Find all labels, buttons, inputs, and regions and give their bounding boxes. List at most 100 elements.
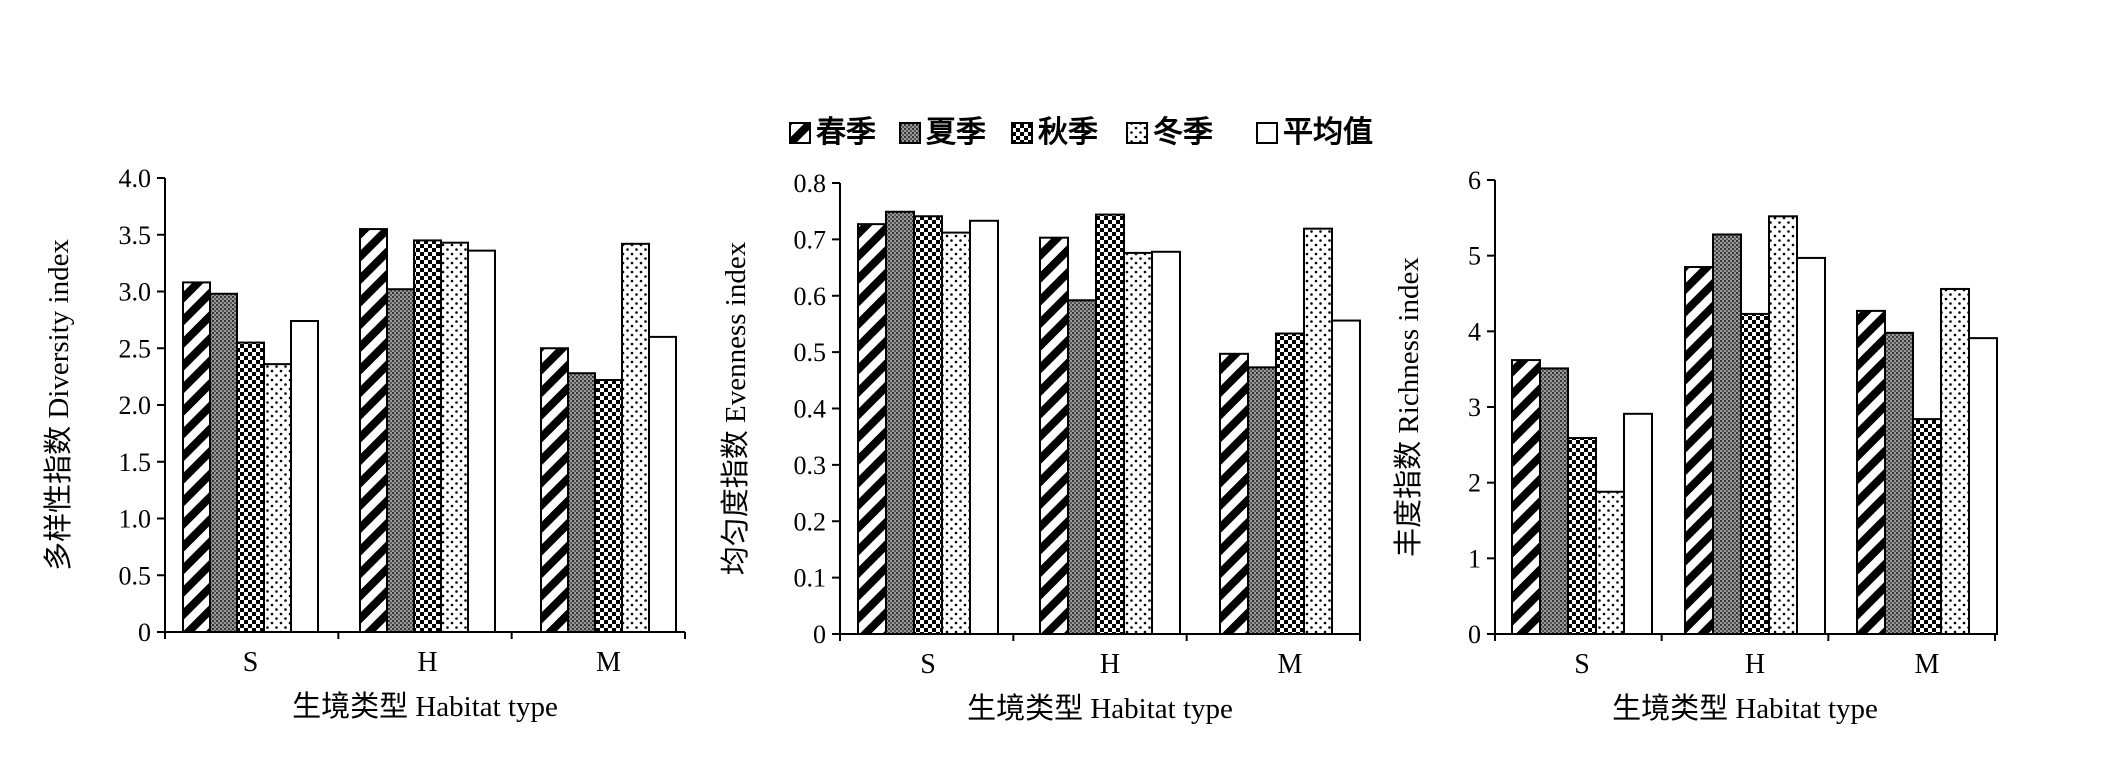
bar-H-mean: [1151, 250, 1181, 635]
legend-label-winter: 冬季: [1153, 116, 1213, 149]
bar-H-autumn: [413, 239, 442, 634]
bar-S-summer: [885, 210, 915, 635]
bar-H-mean: [1796, 256, 1826, 635]
legend-swatch-autumn: [1011, 122, 1033, 144]
bar-S-autumn: [1567, 437, 1597, 636]
legend-item-mean: 平均值: [1256, 116, 1373, 149]
bar-M-autumn: [1912, 418, 1942, 635]
legend-swatch-winter: [1126, 122, 1148, 144]
y-tick-label: 0.7: [794, 225, 827, 254]
x-category-label: H: [1100, 649, 1120, 680]
x-category-label: M: [596, 647, 621, 678]
bar-H-spring: [1684, 266, 1714, 635]
bar-M-mean: [1968, 337, 1998, 635]
y-tick-label: 5: [1468, 242, 1481, 271]
bar-H-winter: [1123, 251, 1153, 635]
bar-S-mean: [290, 320, 319, 633]
bar-M-summer: [567, 372, 596, 633]
y-tick-label: 1: [1468, 544, 1481, 573]
y-tick-label: 0: [1468, 620, 1481, 649]
y-tick-label: 3.5: [119, 221, 152, 250]
legend-label-mean: 平均值: [1283, 116, 1373, 149]
y-tick-label: 0.5: [119, 561, 152, 590]
y-tick-label: 0.1: [794, 564, 827, 593]
x-category-label: H: [417, 647, 437, 678]
bar-M-autumn: [594, 379, 623, 633]
bar-M-winter: [1303, 227, 1333, 635]
bar-H-autumn: [1095, 213, 1125, 635]
x-axis-title: 生境类型 Habitat type: [1612, 692, 1878, 725]
y-tick-label: 1.5: [119, 448, 152, 477]
chart-panel-1: 0 0.5 1.0 1.5 2.0 2.5 3.0 3.5 4.0 S H M 生境类型 Habitat…: [42, 164, 686, 723]
bar-M-spring: [540, 347, 569, 633]
y-tick-label: 2.0: [119, 391, 152, 420]
bar-H-winter: [1768, 215, 1798, 635]
bar-H-summer: [386, 288, 415, 633]
bar-S-winter: [263, 363, 292, 633]
x-category-label: S: [1574, 649, 1590, 680]
bar-M-spring: [1219, 352, 1249, 635]
bar-M-spring: [1856, 309, 1886, 635]
y-axis-title: 多样性指数 Diversity index: [42, 239, 75, 571]
y-tick-label: 0.6: [794, 282, 827, 311]
bar-S-spring: [857, 223, 887, 635]
bar-M-winter: [621, 242, 650, 634]
y-tick-label: 3.0: [119, 278, 152, 307]
y-tick-label: 0: [813, 620, 826, 649]
y-tick-label: 1.0: [119, 505, 152, 534]
bar-M-mean: [648, 335, 677, 633]
bar-H-summer: [1712, 233, 1742, 635]
y-tick-label: 0.5: [794, 338, 827, 367]
y-tick-label: 0.8: [794, 169, 827, 198]
bar-M-autumn: [1275, 332, 1305, 635]
x-category-label: S: [920, 649, 936, 680]
bar-M-mean: [1331, 319, 1361, 635]
bar-H-autumn: [1740, 312, 1770, 635]
y-tick-label: 0.3: [794, 451, 827, 480]
bar-H-spring: [359, 228, 388, 633]
legend-label-summer: 夏季: [926, 116, 986, 149]
y-tick-label: 4.0: [119, 164, 152, 193]
y-tick-label: 2: [1468, 469, 1481, 498]
y-axis-title: 丰度指数 Richness index: [1392, 257, 1425, 557]
bar-S-winter: [941, 231, 971, 636]
legend-swatch-spring: [789, 122, 811, 144]
y-axis-title: 均匀度指数 Evenness index: [719, 241, 752, 575]
x-category-label: S: [243, 647, 259, 678]
x-axis-title: 生境类型 Habitat type: [967, 692, 1233, 725]
bar-M-winter: [1940, 287, 1970, 635]
x-category-label: H: [1745, 649, 1765, 680]
legend-swatch-mean: [1256, 122, 1278, 144]
chart-panel-3: 0 1 2 3 4 5 6 S H M 生境类型 Habitat type 丰度指数 Richness…: [1392, 166, 1998, 725]
legend-swatch-summer: [899, 122, 921, 144]
bar-S-winter: [1595, 490, 1625, 635]
bar-M-summer: [1884, 331, 1914, 635]
y-tick-label: 0.4: [794, 395, 827, 424]
legend-item-spring: 春季: [789, 116, 876, 149]
y-tick-label: 0.2: [794, 507, 827, 536]
bar-S-autumn: [913, 215, 943, 635]
x-category-label: M: [1278, 649, 1303, 680]
bar-H-summer: [1067, 299, 1097, 635]
legend: 春季 夏季 秋季 冬季 平均值: [789, 116, 1373, 149]
bar-S-spring: [1511, 359, 1541, 635]
chart-panel-2: 0 0.1 0.2 0.3 0.4 0.5 0.6 0.7 0.8 S H M 生境类型 Habitat…: [719, 169, 1361, 725]
bar-S-mean: [1623, 412, 1653, 635]
bar-S-spring: [182, 281, 211, 633]
bar-S-summer: [1539, 367, 1569, 635]
y-tick-label: 2.5: [119, 334, 152, 363]
bar-H-winter: [440, 241, 469, 633]
legend-item-autumn: 秋季: [1011, 116, 1098, 149]
x-category-label: M: [1915, 649, 1940, 680]
y-tick-label: 0: [138, 618, 151, 647]
bar-S-summer: [209, 292, 238, 633]
x-axis-title: 生境类型 Habitat type: [292, 690, 558, 723]
legend-item-summer: 夏季: [899, 116, 986, 149]
bar-S-autumn: [236, 341, 265, 633]
bar-H-mean: [467, 249, 496, 633]
bar-M-summer: [1247, 366, 1277, 635]
bar-H-spring: [1039, 236, 1069, 635]
legend-item-winter: 冬季: [1126, 116, 1213, 149]
y-tick-label: 4: [1468, 317, 1481, 346]
